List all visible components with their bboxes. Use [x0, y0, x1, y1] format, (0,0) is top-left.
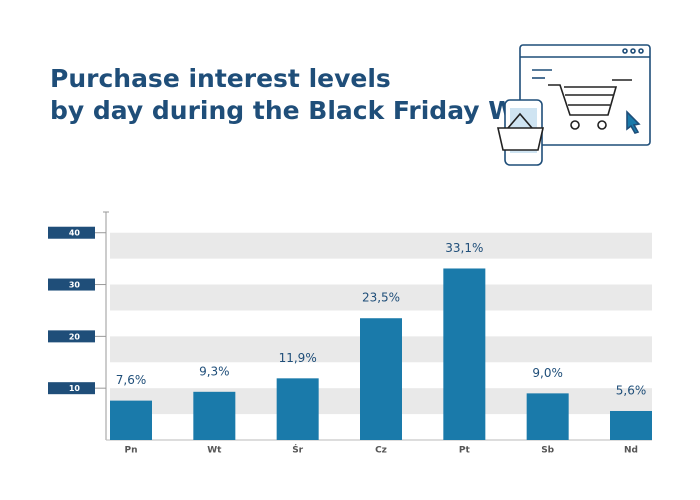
- bar: [443, 268, 486, 440]
- y-tick-box: [48, 278, 95, 291]
- value-label: 5,6%: [616, 383, 647, 397]
- x-tick-label: Cz: [375, 446, 387, 456]
- value-label: 33,1%: [445, 241, 483, 255]
- bar: [276, 378, 319, 440]
- y-tick-label: 40: [69, 229, 81, 238]
- bar: [360, 318, 402, 440]
- value-label: 9,0%: [532, 366, 563, 380]
- y-tick-box: [48, 382, 95, 395]
- y-tick-box: [48, 226, 95, 239]
- y-tick-box: [48, 330, 95, 343]
- value-label: 9,3%: [199, 364, 230, 378]
- y-tick-label: 10: [69, 384, 81, 393]
- bar: [526, 393, 569, 440]
- value-label: 7,6%: [116, 373, 147, 387]
- y-tick-label: 30: [69, 281, 81, 290]
- chart-title: by day during the Black Friday Week: [50, 96, 567, 125]
- cart-icon: [496, 44, 651, 166]
- grid-band: [110, 284, 652, 311]
- chart-title: Purchase interest levels: [50, 64, 391, 93]
- x-tick-label: Nd: [624, 446, 638, 456]
- x-tick-label: Śr: [292, 444, 303, 456]
- bar: [193, 391, 236, 440]
- value-label: 23,5%: [362, 291, 400, 305]
- grid-band: [110, 232, 652, 259]
- y-tick-label: 20: [69, 332, 81, 341]
- x-tick-label: Sb: [541, 446, 554, 456]
- bar: [110, 400, 152, 440]
- x-tick-label: Pt: [459, 446, 471, 456]
- bar: [610, 410, 652, 440]
- value-label: 11,9%: [279, 351, 317, 365]
- x-tick-label: Pn: [124, 446, 137, 456]
- x-tick-label: Wt: [207, 446, 222, 456]
